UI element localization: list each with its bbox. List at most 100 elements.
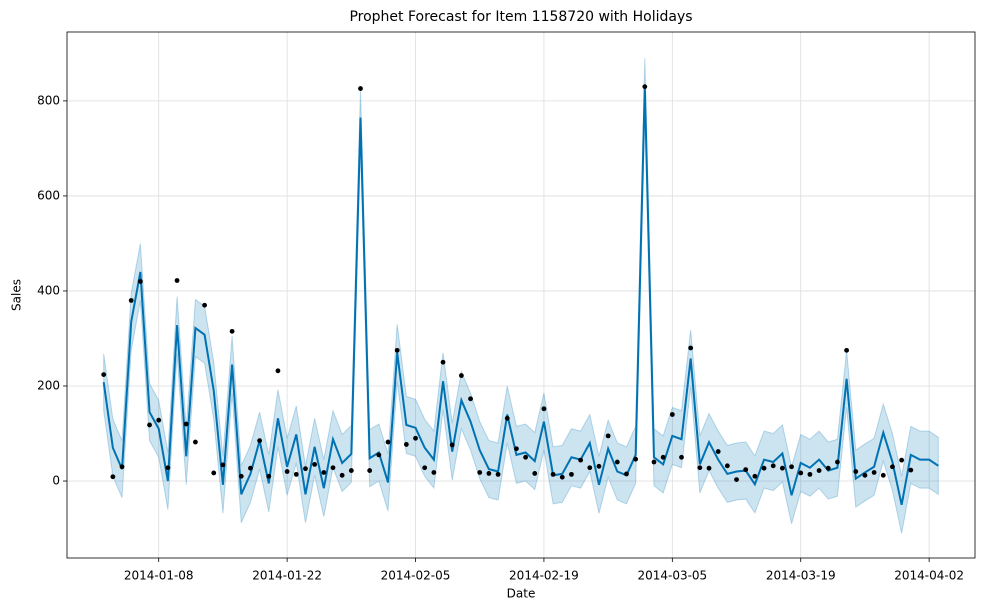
actual-point <box>376 452 382 458</box>
actual-point <box>266 473 272 479</box>
x-tick-label: 2014-01-08 <box>124 569 194 583</box>
actual-point <box>807 471 813 477</box>
actual-point <box>596 463 602 469</box>
actual-point <box>899 457 905 463</box>
actual-point <box>651 459 657 465</box>
actual-point <box>752 473 758 479</box>
actual-point <box>504 415 510 421</box>
y-tick-label: 400 <box>37 283 60 297</box>
actual-point <box>853 469 859 474</box>
actual-point <box>128 298 134 303</box>
x-tick-label: 2014-02-05 <box>381 569 451 583</box>
actual-point <box>770 463 776 469</box>
actual-point <box>559 474 565 480</box>
actual-point <box>229 328 235 334</box>
actual-point <box>532 471 538 476</box>
x-tick-label: 2014-03-19 <box>766 569 836 583</box>
actual-point <box>679 454 684 460</box>
actual-point <box>688 345 694 351</box>
actual-point <box>697 465 703 471</box>
actual-point <box>165 465 171 471</box>
actual-point <box>825 465 831 471</box>
actual-point <box>330 465 336 471</box>
actual-point <box>339 472 345 478</box>
actual-point <box>403 442 409 447</box>
actual-point <box>321 470 327 475</box>
actual-point <box>312 461 318 467</box>
actual-point <box>303 466 308 472</box>
x-axis-label: Date <box>507 587 536 601</box>
actual-point <box>495 471 501 477</box>
actual-point <box>257 438 263 444</box>
actual-point <box>422 465 428 471</box>
y-axis-label: Sales <box>10 279 24 311</box>
actual-point <box>193 439 198 445</box>
actual-point <box>779 465 785 471</box>
actual-point <box>174 278 180 283</box>
actual-point <box>642 84 648 90</box>
actual-point <box>413 435 418 441</box>
actual-point <box>816 468 822 473</box>
actual-point <box>550 471 556 477</box>
actual-point <box>743 467 749 473</box>
actual-point <box>890 464 895 470</box>
actual-point <box>835 459 840 465</box>
forecast-line <box>102 86 939 505</box>
actual-point <box>275 368 281 374</box>
actual-point <box>587 465 593 471</box>
actual-point <box>844 347 849 353</box>
actual-point <box>477 470 483 475</box>
actual-point <box>789 464 794 470</box>
actual-point <box>523 454 528 460</box>
x-tick-label: 2014-01-22 <box>252 569 322 583</box>
uncertainty-band <box>103 58 939 534</box>
actual-point <box>385 439 391 445</box>
actual-point <box>761 465 767 471</box>
y-tick-label: 600 <box>37 188 60 202</box>
actual-point <box>248 465 253 471</box>
actual-point <box>156 417 162 423</box>
actual-point <box>734 477 739 482</box>
actual-point <box>348 468 354 473</box>
actual-point <box>101 372 107 377</box>
actual-point <box>468 396 473 402</box>
actual-point <box>541 406 547 412</box>
actual-point <box>211 470 217 476</box>
actual-point <box>394 347 400 353</box>
actual-point <box>110 474 116 480</box>
actual-point <box>660 454 666 460</box>
x-tick-label: 2014-04-02 <box>894 569 964 583</box>
actual-point <box>220 462 226 468</box>
actual-point <box>624 471 629 477</box>
actual-point <box>367 468 373 473</box>
actual-point <box>669 412 675 417</box>
actual-point <box>578 457 584 463</box>
actual-point <box>614 459 620 465</box>
actual-point <box>862 472 868 478</box>
actual-point <box>798 470 804 476</box>
actual-point <box>147 422 152 428</box>
x-tick-label: 2014-03-05 <box>637 569 707 583</box>
actual-point <box>183 421 189 427</box>
actual-point <box>358 86 363 91</box>
actual-point <box>431 470 437 475</box>
actual-point <box>908 467 914 473</box>
y-tick-label: 0 <box>52 474 60 488</box>
y-tick-label: 200 <box>37 378 60 392</box>
actual-point <box>119 464 125 470</box>
actual-point <box>569 471 574 477</box>
actual-point <box>724 463 730 469</box>
actual-point <box>238 473 244 479</box>
actual-point <box>880 472 886 478</box>
plot-frame <box>66 31 976 559</box>
actual-point <box>202 302 207 308</box>
actual-point <box>440 359 446 365</box>
actual-point <box>605 433 611 439</box>
y-tick-label: 800 <box>37 93 60 107</box>
actual-point <box>284 469 290 474</box>
actual-point <box>715 449 721 454</box>
actual-point <box>449 442 455 448</box>
actual-point <box>706 465 712 471</box>
x-tick-label: 2014-02-19 <box>509 569 579 583</box>
